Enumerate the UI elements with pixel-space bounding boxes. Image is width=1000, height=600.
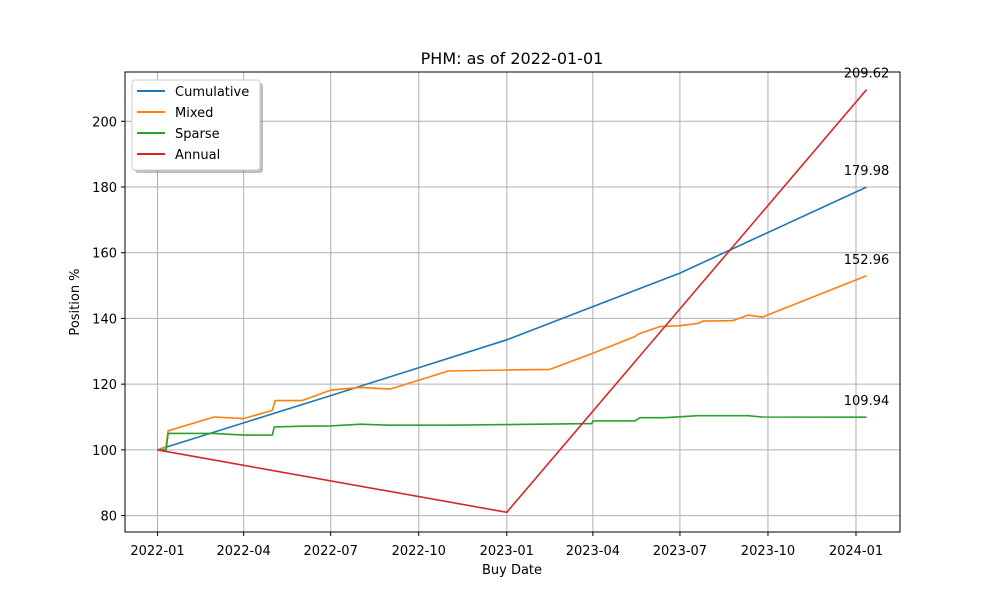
- y-tick-label: 160: [92, 247, 117, 262]
- x-tick-label: 2023-07: [653, 544, 707, 559]
- series-line-annual: [157, 89, 868, 514]
- x-tick-label: 2023-01: [480, 544, 534, 559]
- y-axis-label: Position %: [68, 268, 83, 335]
- end-value-label: 209.62: [844, 67, 890, 82]
- series-line-sparse: [157, 414, 867, 451]
- legend-label: Cumulative: [175, 85, 249, 100]
- plot-frame: [124, 71, 901, 533]
- x-tick-label: 2023-04: [566, 544, 620, 559]
- y-tick-label: 120: [92, 378, 117, 393]
- x-axis: 2022-01 2022-04 2022-07 2022-10 2023-01 2023-…: [130, 532, 883, 559]
- x-axis-label: Buy Date: [482, 563, 542, 578]
- chart-title: PHM: as of 2022-01-01: [421, 49, 604, 68]
- series-layer: [157, 89, 868, 514]
- end-labels: 179.98 152.96 109.94 209.62: [844, 67, 890, 410]
- legend: Cumulative Mixed Sparse Annual: [131, 79, 263, 173]
- x-tick-label: 2022-04: [216, 544, 270, 559]
- x-tick-label: 2022-01: [130, 544, 184, 559]
- x-tick-label: 2022-10: [392, 544, 446, 559]
- x-tick-label: 2024-01: [829, 544, 883, 559]
- end-value-label: 109.94: [844, 394, 890, 409]
- y-tick-label: 200: [92, 115, 117, 130]
- end-value-label: 152.96: [844, 253, 890, 268]
- y-axis: 80 100 120 140 160 180 200: [92, 115, 125, 525]
- grid: [125, 72, 900, 532]
- legend-label: Mixed: [175, 106, 213, 121]
- end-value-label: 179.98: [844, 164, 890, 179]
- y-tick-label: 100: [92, 444, 117, 459]
- y-tick-label: 80: [100, 510, 117, 525]
- y-tick-label: 140: [92, 312, 117, 327]
- legend-label: Sparse: [175, 127, 220, 142]
- x-tick-label: 2022-07: [304, 544, 358, 559]
- series-line-cumulative: [157, 186, 867, 451]
- series-line-mixed: [157, 275, 867, 451]
- legend-box: [131, 79, 261, 171]
- y-tick-label: 180: [92, 181, 117, 196]
- legend-label: Annual: [175, 148, 220, 163]
- x-tick-label: 2023-10: [741, 544, 795, 559]
